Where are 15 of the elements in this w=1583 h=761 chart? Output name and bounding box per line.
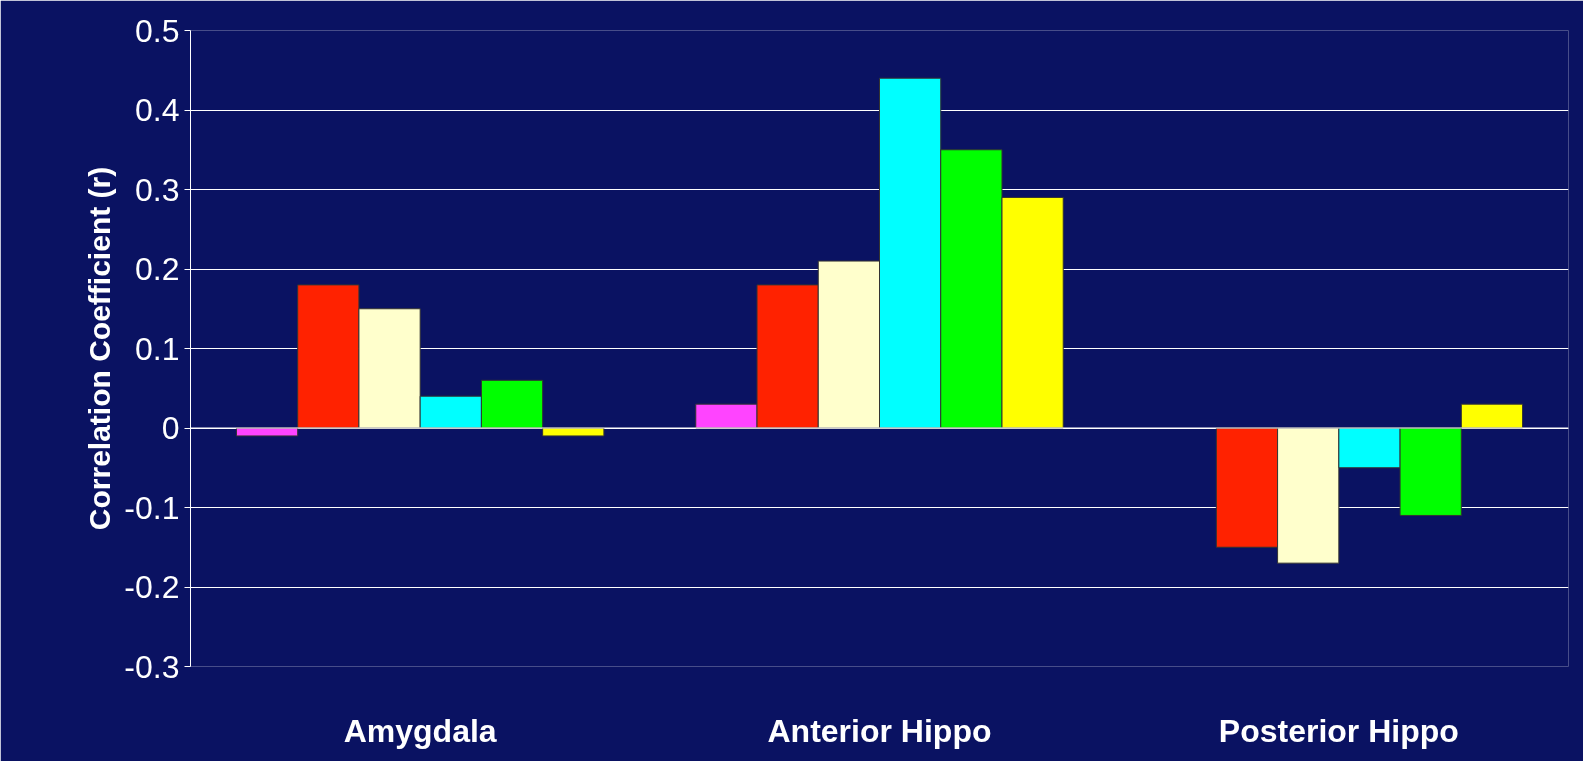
y-tick-label: -0.3 — [124, 648, 180, 685]
bar — [542, 427, 605, 437]
bar — [1460, 403, 1524, 429]
x-tick-label: Posterior Hippo — [1218, 712, 1459, 749]
y-tick-label: 0.2 — [135, 251, 180, 287]
y-tick-label: 0.3 — [135, 171, 180, 208]
y-tick-label: 0.4 — [135, 92, 180, 128]
y-tick-label: -0.1 — [124, 489, 180, 526]
x-tick-label: Amygdala — [343, 712, 497, 749]
x-tick-label: Anterior Hippo — [767, 712, 992, 749]
y-tick-label: 0 — [161, 410, 180, 446]
y-tick-label: -0.2 — [124, 569, 180, 605]
y-axis-title: Correlation Coefficient (r) — [83, 166, 117, 531]
y-tick-label: 0.5 — [135, 12, 180, 49]
y-tick-label: 0.1 — [135, 330, 180, 367]
